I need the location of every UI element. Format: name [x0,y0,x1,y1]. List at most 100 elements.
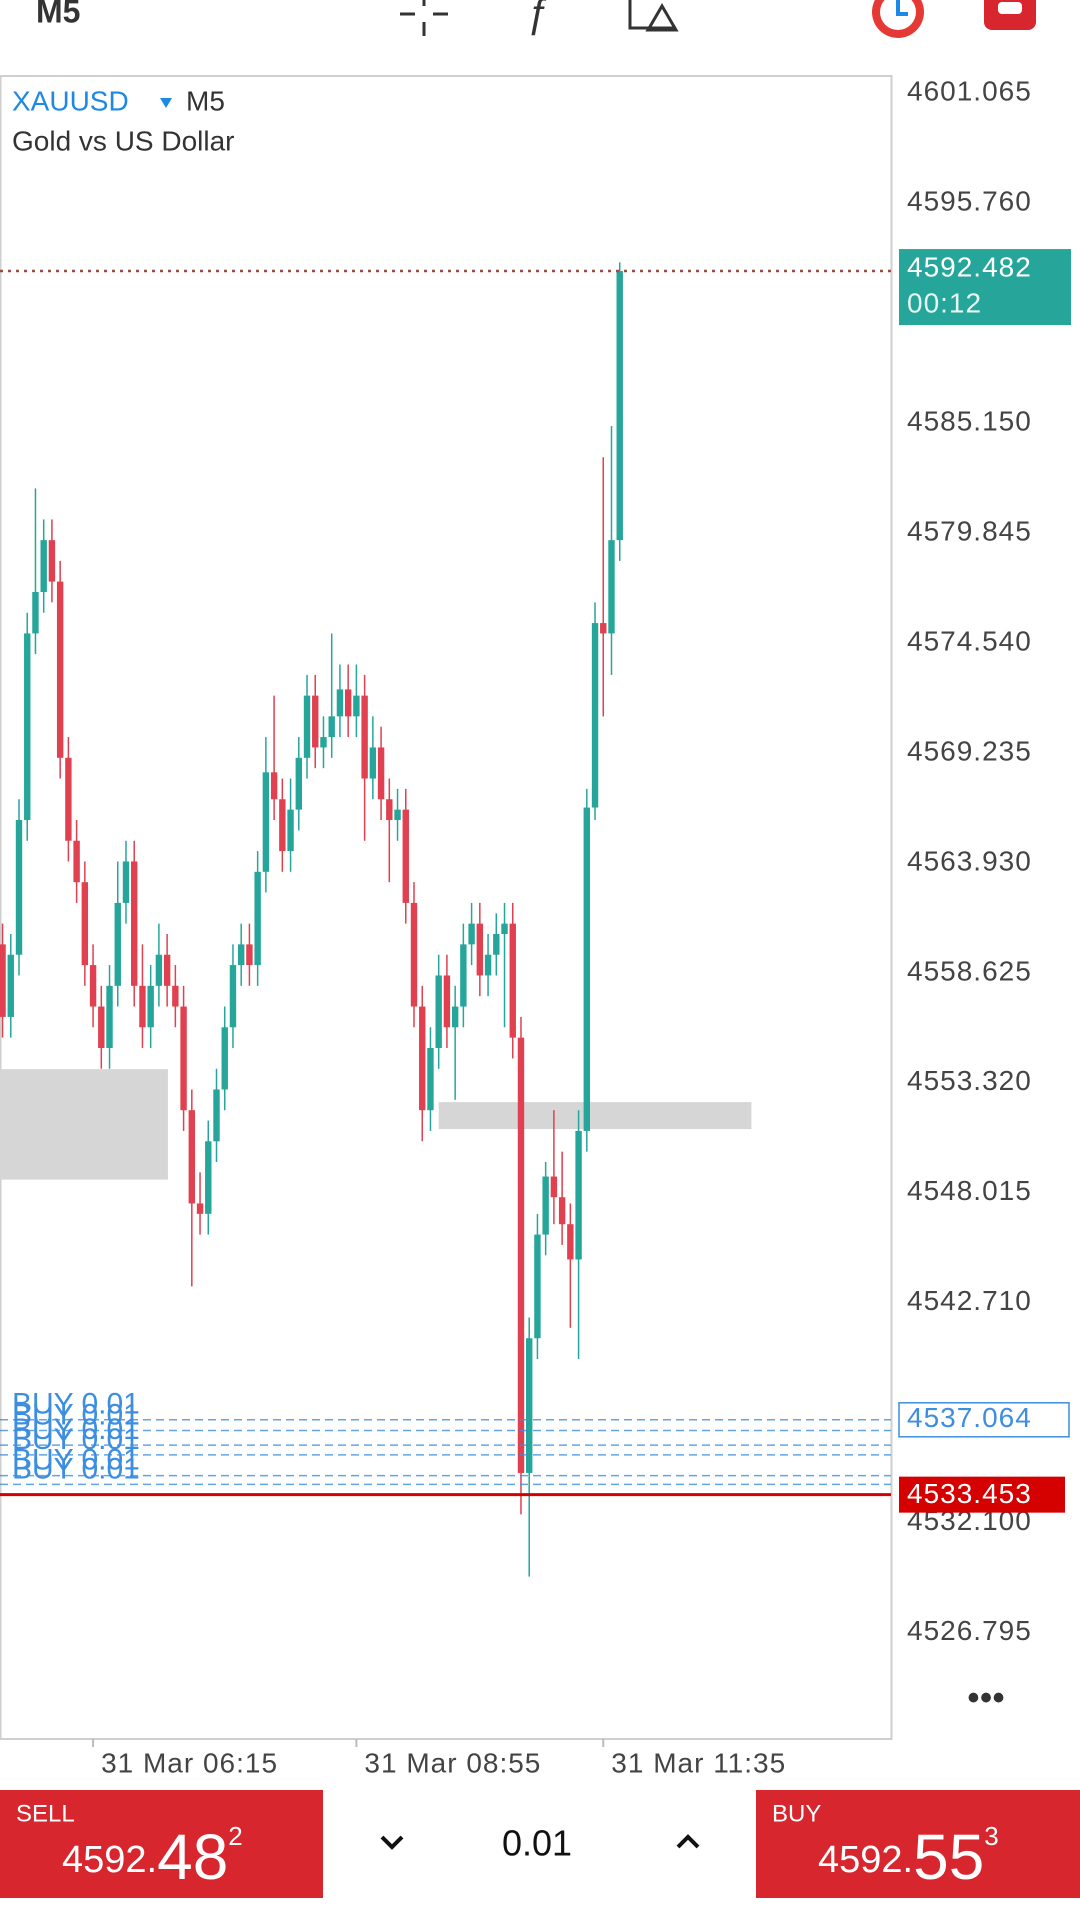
candle-body [600,623,607,634]
volume-decrease[interactable] [380,1835,404,1850]
candle-body [493,934,500,955]
y-tick-label: 4548.015 [907,1175,1032,1206]
candle-body [591,623,599,808]
candle-body [328,716,335,738]
candle-body [106,985,113,1049]
y-tick-label: 4553.320 [907,1065,1032,1096]
candle-body [484,954,492,976]
volume[interactable]: 0.01 [502,1823,572,1864]
candle-body [279,799,286,852]
candle-body [221,1027,228,1090]
y-tick-label: 4579.845 [907,515,1032,546]
y-tick-label: 4526.795 [907,1615,1032,1646]
crosshair-icon[interactable] [400,0,448,36]
sell-button[interactable] [0,1790,323,1898]
candle-body [65,757,72,841]
sell-label: SELL [16,1800,75,1827]
candle-body [451,1006,459,1028]
last-price-box [899,249,1071,326]
candle-body [567,1224,574,1260]
candle-body [320,737,327,748]
sell-price-big: 48 [157,1821,228,1893]
candle-body [558,1197,566,1225]
order-label: BUY 0.01 [12,1423,140,1456]
timeframe-button[interactable]: M5 [36,0,80,29]
candle-body [114,902,121,986]
candle-body [246,944,253,966]
buy-label: BUY [772,1800,821,1827]
candle-body [213,1089,220,1142]
candle-body [526,1338,533,1473]
symbol-dropdown-icon[interactable] [160,98,172,108]
order-label: BUY 0.01 [12,1413,140,1446]
candle-body [386,799,393,820]
symbol[interactable]: XAUUSD [12,85,129,116]
candle-body [188,1110,196,1204]
candle-body [32,591,39,634]
y-tick-label: 4595.760 [907,185,1032,216]
plot-area [0,262,752,1577]
order-label: BUY 0.01 [12,1444,140,1477]
chart-timeframe: M5 [186,85,225,116]
candle-body [147,985,154,1028]
sell-price-main: 4592. [62,1839,157,1881]
candle-body [534,1234,541,1339]
candle-body [377,747,385,800]
candle-body [131,861,138,986]
candle-body [139,985,146,1028]
y-tick-label: 4542.710 [907,1285,1032,1316]
buy-price-sup: 3 [984,1821,998,1851]
order-label: BUY 0.01 [12,1398,140,1431]
volume-increase[interactable] [676,1834,700,1849]
candle-body [419,1006,426,1111]
candle-body [196,1203,204,1214]
candle-body [155,954,163,986]
candle-body [254,871,261,966]
x-tick-label: 31 Mar 11:35 [611,1747,786,1778]
candle-body [344,689,352,717]
order-price-box [898,1402,1070,1438]
indicator-icon[interactable]: ƒ [526,0,548,38]
order-label: BUY 0.01 [12,1452,140,1485]
candle-body [336,689,344,717]
candle-body [369,747,377,779]
order-label: BUY 0.01 [12,1388,140,1421]
candle-body [410,902,418,1007]
buy-button[interactable] [756,1790,1080,1898]
candle-body [575,1130,582,1260]
y-tick-label: 4574.540 [907,625,1032,656]
candle-body [476,923,484,976]
y-tick-label: 4601.065 [907,76,1032,107]
candle-body [205,1141,212,1214]
objects-icon[interactable] [628,0,679,32]
order-price-label: 4537.064 [907,1402,1032,1433]
candle-body [270,772,278,800]
candle-body [353,695,360,717]
candle-body [24,633,31,820]
candle-body [295,757,302,810]
x-tick-label: 31 Mar 08:55 [364,1747,541,1778]
candle-body [542,1176,549,1235]
sell-price-sup: 2 [228,1821,242,1851]
candle-body [608,540,615,634]
plot-frame [0,75,893,1740]
candle-body [468,923,475,945]
trade-icon[interactable] [984,0,1036,30]
bar-timer: 00:12 [907,287,982,318]
history-icon[interactable] [872,0,924,38]
more-menu[interactable]: ••• [967,1677,1005,1718]
candle-body [172,985,179,1007]
candle-body [312,695,319,748]
y-tick-label: 4563.930 [907,845,1032,876]
candle-body [361,695,368,779]
candle-body [40,540,47,592]
candle-body [89,965,97,1007]
candle-body [394,809,401,820]
candle-body [48,540,56,582]
y-tick-label: 4558.625 [907,955,1032,986]
buy-price: 4592.553 [818,1821,999,1893]
candle-body [443,975,451,1028]
candle-body [15,819,23,955]
